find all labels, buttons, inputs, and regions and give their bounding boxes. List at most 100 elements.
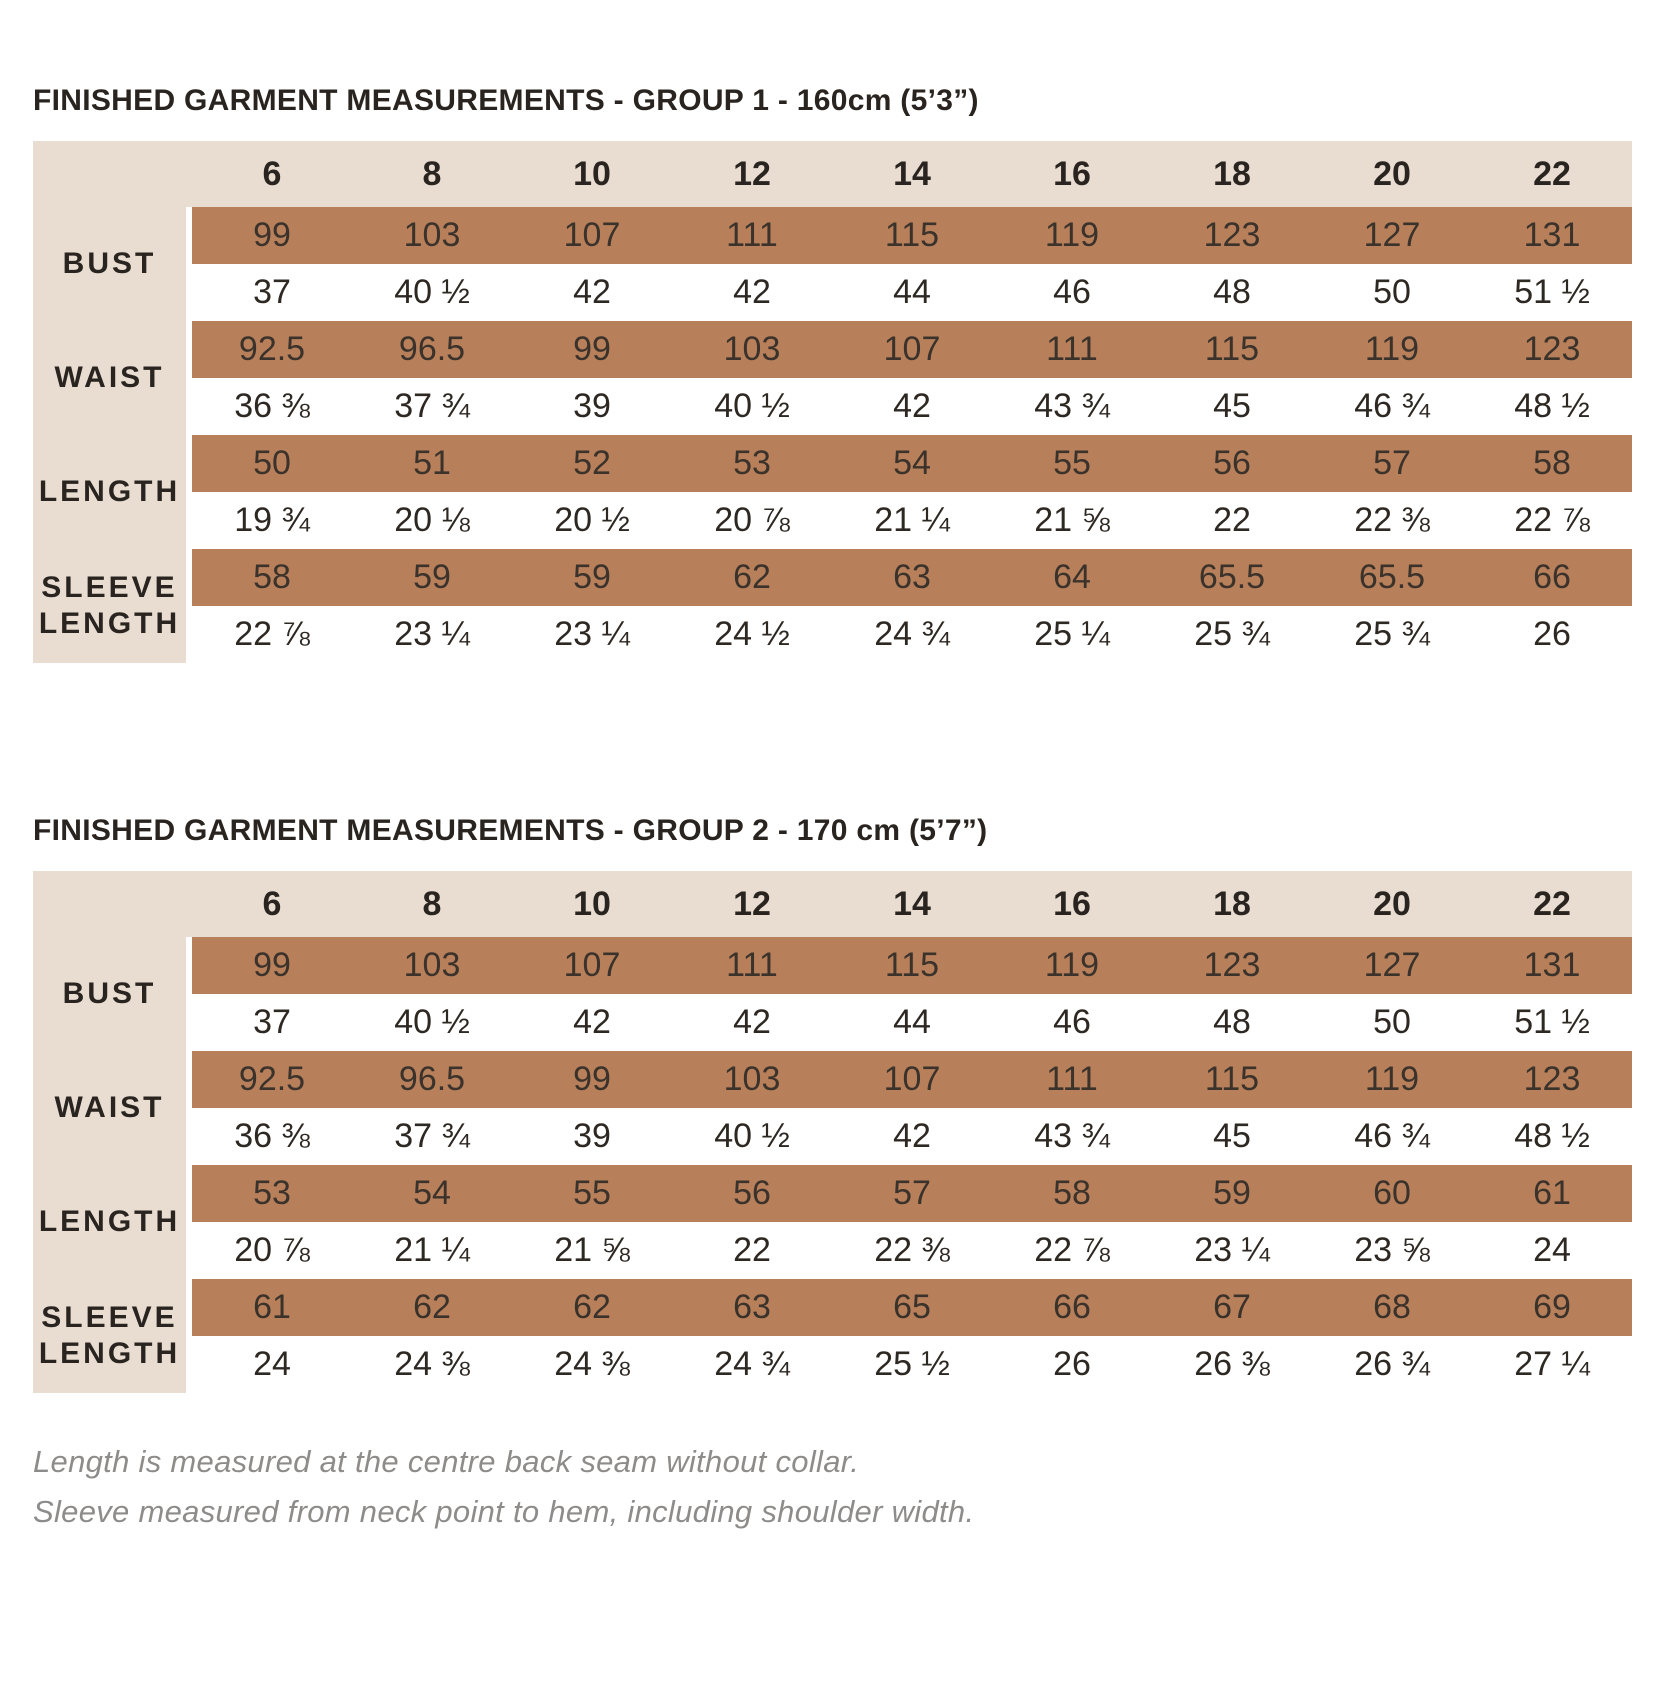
cm-value-cell: 99 [192, 937, 352, 994]
inch-value-cell: 40 ½ [672, 1108, 832, 1165]
row-label-text: LENGTH [39, 464, 180, 521]
inch-value-cell: 43 ¾ [992, 378, 1152, 435]
cm-value-cell: 103 [672, 321, 832, 378]
cm-value-cell: 123 [1152, 207, 1312, 264]
cm-value-cell: 123 [1472, 1051, 1632, 1108]
size-header-cell: 16 [992, 141, 1152, 207]
inch-value-cell: 24 ½ [672, 606, 832, 663]
cm-value-cell: 63 [832, 549, 992, 606]
cm-value-cell: 107 [512, 937, 672, 994]
cm-value-cell: 99 [192, 207, 352, 264]
cm-value-cell: 62 [672, 549, 832, 606]
inch-value-cell: 25 ¾ [1152, 606, 1312, 663]
size-header-cell: 20 [1312, 871, 1472, 937]
group1-title: FINISHED GARMENT MEASUREMENTS - GROUP 1 … [33, 84, 979, 117]
cm-value-cell: 58 [192, 549, 352, 606]
inch-value-cell: 24 ¾ [672, 1336, 832, 1393]
cm-value-cell: 107 [832, 321, 992, 378]
inch-value-cell: 48 ½ [1472, 378, 1632, 435]
row-label-line: LENGTH [38, 607, 181, 640]
cm-value-cell: 62 [512, 1279, 672, 1336]
cm-value-cell: 107 [832, 1051, 992, 1108]
row-label-length: LENGTH [33, 435, 186, 549]
row-label-line: LENGTH [38, 1337, 181, 1370]
cm-value-cell: 92.5 [192, 1051, 352, 1108]
row-label-waist: WAIST [33, 321, 186, 435]
cm-value-cell: 63 [672, 1279, 832, 1336]
cm-value-cell: 54 [832, 435, 992, 492]
cm-value-cell: 111 [672, 937, 832, 994]
cm-value-cell: 96.5 [352, 1051, 512, 1108]
inch-value-cell: 22 [672, 1222, 832, 1279]
inch-value-cell: 48 [1152, 264, 1312, 321]
cm-value-cell: 107 [512, 207, 672, 264]
inch-value-cell: 24 [192, 1336, 352, 1393]
cm-value-cell: 111 [672, 207, 832, 264]
inch-value-cell: 22 ⅞ [992, 1222, 1152, 1279]
inch-value-cell: 20 ⅞ [192, 1222, 352, 1279]
cm-value-cell: 119 [992, 207, 1152, 264]
size-header-cell: 6 [192, 141, 352, 207]
inch-value-cell: 42 [832, 1108, 992, 1165]
group2-title: FINISHED GARMENT MEASUREMENTS - GROUP 2 … [33, 814, 988, 847]
cm-value-cell: 127 [1312, 207, 1472, 264]
cm-value-cell: 59 [1152, 1165, 1312, 1222]
inch-value-cell: 25 ¼ [992, 606, 1152, 663]
cm-value-cell: 56 [1152, 435, 1312, 492]
inch-value-cell: 22 ⅞ [192, 606, 352, 663]
inch-value-cell: 26 [1472, 606, 1632, 663]
inch-value-cell: 25 ¾ [1312, 606, 1472, 663]
inch-value-cell: 46 [992, 264, 1152, 321]
cm-value-cell: 53 [192, 1165, 352, 1222]
cm-value-cell: 119 [1312, 1051, 1472, 1108]
inch-value-cell: 37 [192, 264, 352, 321]
cm-value-cell: 57 [1312, 435, 1472, 492]
size-header-cell: 10 [512, 871, 672, 937]
inch-value-cell: 48 ½ [1472, 1108, 1632, 1165]
cm-value-cell: 115 [832, 207, 992, 264]
size-header-cell: 18 [1152, 871, 1312, 937]
cm-value-cell: 119 [1312, 321, 1472, 378]
row-label-text: SLEEVE LENGTH [39, 549, 180, 663]
inch-value-cell: 23 ¼ [512, 606, 672, 663]
cm-value-cell: 99 [512, 1051, 672, 1108]
row-label-sleeve-length: SLEEVE LENGTH [33, 549, 186, 663]
inch-value-cell: 42 [512, 994, 672, 1051]
inch-value-cell: 23 ⅝ [1312, 1222, 1472, 1279]
size-header-cell: 22 [1472, 141, 1632, 207]
inch-value-cell: 51 ½ [1472, 994, 1632, 1051]
row-label-line: SLEEVE [41, 571, 178, 604]
row-label-text: BUST [63, 966, 157, 1023]
size-header-cell: 8 [352, 871, 512, 937]
cm-value-cell: 119 [992, 937, 1152, 994]
inch-value-cell: 39 [512, 378, 672, 435]
cm-value-cell: 61 [192, 1279, 352, 1336]
cm-value-cell: 111 [992, 321, 1152, 378]
inch-value-cell: 22 ⅞ [1472, 492, 1632, 549]
size-header-cell: 18 [1152, 141, 1312, 207]
row-label-line: BUST [62, 247, 157, 280]
inch-value-cell: 23 ¼ [352, 606, 512, 663]
cm-value-cell: 65.5 [1152, 549, 1312, 606]
inch-value-cell: 37 ¾ [352, 1108, 512, 1165]
row-label-line: SLEEVE [41, 1301, 178, 1334]
inch-value-cell: 26 ¾ [1312, 1336, 1472, 1393]
size-header-cell: 16 [992, 871, 1152, 937]
size-header-cell: 12 [672, 141, 832, 207]
cm-value-cell: 123 [1152, 937, 1312, 994]
cm-value-cell: 62 [352, 1279, 512, 1336]
inch-value-cell: 19 ¾ [192, 492, 352, 549]
cm-value-cell: 58 [1472, 435, 1632, 492]
inch-value-cell: 40 ½ [352, 264, 512, 321]
size-header-cell: 20 [1312, 141, 1472, 207]
inch-value-cell: 42 [512, 264, 672, 321]
cm-value-cell: 57 [832, 1165, 992, 1222]
row-label-line: WAIST [54, 361, 165, 394]
inch-value-cell: 24 [1472, 1222, 1632, 1279]
cm-value-cell: 66 [1472, 549, 1632, 606]
inch-value-cell: 40 ½ [352, 994, 512, 1051]
cm-value-cell: 68 [1312, 1279, 1472, 1336]
cm-value-cell: 53 [672, 435, 832, 492]
cm-value-cell: 96.5 [352, 321, 512, 378]
inch-value-cell: 37 ¾ [352, 378, 512, 435]
